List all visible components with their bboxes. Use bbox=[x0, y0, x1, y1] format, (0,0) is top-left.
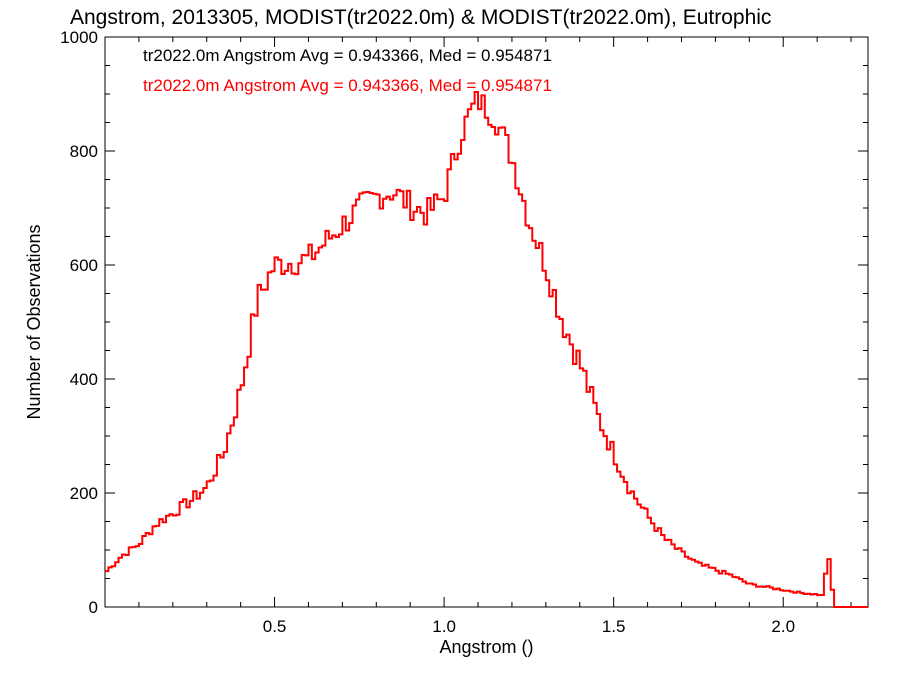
annotation-stats-red: tr2022.0m Angstrom Avg = 0.943366, Med =… bbox=[143, 76, 552, 95]
annotation-stats-black: tr2022.0m Angstrom Avg = 0.943366, Med =… bbox=[143, 46, 552, 65]
x-tick-label: 2.0 bbox=[771, 617, 795, 636]
y-tick-label: 200 bbox=[70, 484, 98, 503]
tick-labels: 0.5 1.0 1.5 2.0 0 200 400 600 800 1000 bbox=[60, 28, 795, 636]
x-tick-label: 0.5 bbox=[263, 617, 287, 636]
y-tick-label: 600 bbox=[70, 256, 98, 275]
chart-title: Angstrom, 2013305, MODIST(tr2022.0m) & M… bbox=[70, 6, 771, 29]
y-tick-label: 400 bbox=[70, 370, 98, 389]
y-tick-label: 1000 bbox=[60, 28, 98, 47]
series-line bbox=[105, 91, 868, 608]
y-tick-label: 0 bbox=[89, 598, 98, 617]
x-tick-label: 1.0 bbox=[432, 617, 456, 636]
y-axis-label: Number of Observations bbox=[24, 224, 44, 419]
y-tick-label: 800 bbox=[70, 142, 98, 161]
axis-ticks bbox=[105, 36, 868, 608]
x-tick-label: 1.5 bbox=[602, 617, 626, 636]
plot-frame bbox=[104, 36, 869, 608]
x-axis-label: Angstrom () bbox=[439, 637, 533, 657]
